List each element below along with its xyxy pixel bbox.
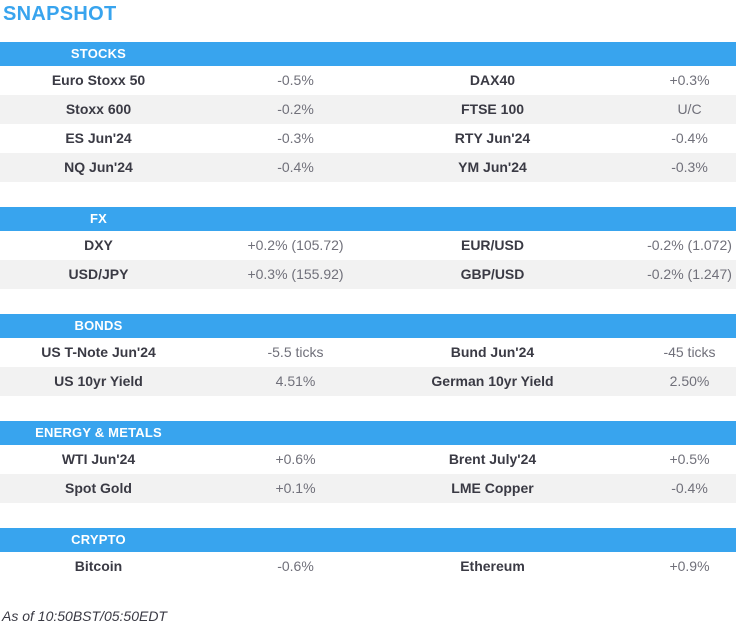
instrument-value: +0.6% <box>275 451 316 467</box>
instrument-label: YM Jun'24 <box>458 159 527 175</box>
instrument-label: Ethereum <box>460 558 525 574</box>
section-title-stocks: STOCKS <box>70 46 127 61</box>
instrument-label: Bund Jun'24 <box>450 344 535 360</box>
section-title-fx: FX <box>89 211 107 226</box>
instrument-value: -0.4% <box>671 480 708 496</box>
instrument-label: Bitcoin <box>74 558 123 574</box>
table-row: Euro Stoxx 50 -0.5% DAX40 +0.3% <box>0 66 736 95</box>
instrument-value: -5.5 ticks <box>267 344 324 360</box>
section-bonds: BONDS US T-Note Jun'24 -5.5 ticks Bund Jun'… <box>0 314 736 396</box>
instrument-value: -0.5% <box>277 72 314 88</box>
table-row: NQ Jun'24 -0.4% YM Jun'24 -0.3% <box>0 153 736 182</box>
instrument-value: +0.2% (105.72) <box>247 237 344 253</box>
instrument-label: LME Copper <box>451 480 534 496</box>
instrument-value: U/C <box>677 101 702 117</box>
section-title-energy-metals: ENERGY & METALS <box>35 425 162 440</box>
instrument-value: +0.3% (155.92) <box>247 266 344 282</box>
instrument-value: -0.2% (1.072) <box>647 237 732 253</box>
snapshot-table: STOCKS Euro Stoxx 50 -0.5% DAX40 +0.3% Stoxx … <box>0 42 736 581</box>
instrument-label: RTY Jun'24 <box>454 130 531 146</box>
table-row: US 10yr Yield 4.51% German 10yr Yield 2.50% <box>0 367 736 396</box>
instrument-value: 4.51% <box>275 373 316 389</box>
instrument-value: 2.50% <box>669 373 710 389</box>
instrument-label: USD/JPY <box>68 266 129 282</box>
section-header-bar-energy-metals: ENERGY & METALS <box>0 421 736 445</box>
page-title: SNAPSHOT <box>3 3 117 25</box>
instrument-value: +0.5% <box>669 451 710 467</box>
instrument-label: Stoxx 600 <box>65 101 132 117</box>
table-row: Spot Gold +0.1% LME Copper -0.4% <box>0 474 736 503</box>
section-header-bar-fx: FX <box>0 207 736 231</box>
instrument-label: GBP/USD <box>460 266 525 282</box>
instrument-label: DAX40 <box>469 72 516 88</box>
instrument-label: FTSE 100 <box>460 101 525 117</box>
table-row: USD/JPY +0.3% (155.92) GBP/USD -0.2% (1.247… <box>0 260 736 289</box>
section-header-bar-bonds: BONDS <box>0 314 736 338</box>
table-row: Stoxx 600 -0.2% FTSE 100 U/C <box>0 95 736 124</box>
timestamp-footer: As of 10:50BST/05:50EDT <box>2 608 167 624</box>
instrument-value: -0.2% <box>277 101 314 117</box>
instrument-label: US T-Note Jun'24 <box>41 344 156 360</box>
instrument-label: Euro Stoxx 50 <box>51 72 146 88</box>
instrument-value: -0.2% (1.247) <box>647 266 732 282</box>
section-header-bar-crypto: CRYPTO <box>0 528 736 552</box>
instrument-value: -0.3% <box>277 130 314 146</box>
instrument-label: DXY <box>84 237 113 253</box>
instrument-value: -0.6% <box>277 558 314 574</box>
instrument-value: -0.3% <box>671 159 708 175</box>
table-row: DXY +0.2% (105.72) EUR/USD -0.2% (1.072) <box>0 231 736 260</box>
section-fx: FX DXY +0.2% (105.72) EUR/USD -0.2% (1.072) U… <box>0 207 736 289</box>
instrument-value: +0.1% <box>275 480 316 496</box>
table-row: US T-Note Jun'24 -5.5 ticks Bund Jun'24 -45… <box>0 338 736 367</box>
table-row: Bitcoin -0.6% Ethereum +0.9% <box>0 552 736 581</box>
instrument-value: -45 ticks <box>663 344 716 360</box>
instrument-value: +0.3% <box>669 72 710 88</box>
instrument-label: US 10yr Yield <box>54 373 143 389</box>
instrument-label: German 10yr Yield <box>431 373 554 389</box>
instrument-label: NQ Jun'24 <box>64 159 133 175</box>
section-crypto: CRYPTO Bitcoin -0.6% Ethereum +0.9% <box>0 528 736 581</box>
instrument-label: EUR/USD <box>460 237 524 253</box>
instrument-value: -0.4% <box>671 130 708 146</box>
section-title-bonds: BONDS <box>74 318 123 333</box>
section-title-crypto: CRYPTO <box>71 532 126 547</box>
instrument-value: +0.9% <box>669 558 710 574</box>
section-header-bar-stocks: STOCKS <box>0 42 736 66</box>
instrument-label: ES Jun'24 <box>65 130 132 146</box>
table-row: WTI Jun'24 +0.6% Brent July'24 +0.5% <box>0 445 736 474</box>
instrument-label: WTI Jun'24 <box>61 451 136 467</box>
instrument-label: Spot Gold <box>65 480 132 496</box>
instrument-value: -0.4% <box>277 159 314 175</box>
section-energy-metals: ENERGY & METALS WTI Jun'24 +0.6% Brent July… <box>0 421 736 503</box>
table-row: ES Jun'24 -0.3% RTY Jun'24 -0.4% <box>0 124 736 153</box>
section-stocks: STOCKS Euro Stoxx 50 -0.5% DAX40 +0.3% Stoxx … <box>0 42 736 182</box>
instrument-label: Brent July'24 <box>448 451 537 467</box>
